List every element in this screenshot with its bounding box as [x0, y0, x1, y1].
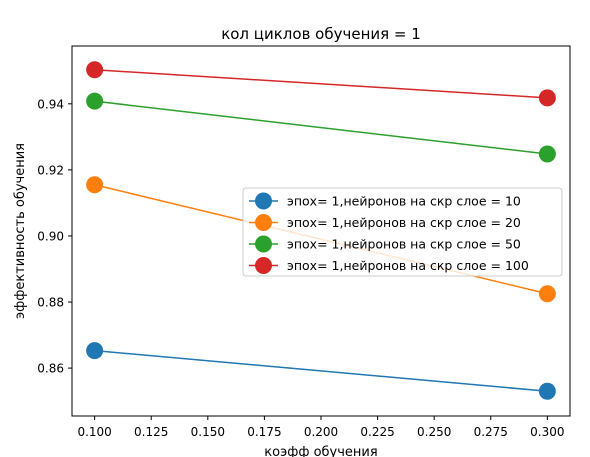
- legend-label-3: эпох= 1,нейронов на скр слое = 100: [287, 258, 529, 273]
- legend-label-0: эпох= 1,нейронов на скр слое = 10: [287, 194, 521, 209]
- legend-label-1: эпох= 1,нейронов на скр слое = 20: [287, 215, 521, 230]
- x-tick-label: 0.275: [474, 425, 508, 439]
- data-point-0-1: [538, 382, 556, 400]
- series-line-0: [94, 349, 548, 392]
- legend-marker-1: [255, 214, 272, 231]
- x-tick-label: 0.200: [304, 425, 338, 439]
- y-axis: 0.86 0.88 0.90 0.92 0.94: [37, 97, 72, 376]
- legend-marker-2: [255, 235, 272, 253]
- series-line-3: [94, 69, 548, 99]
- y-tick-label: 0.86: [37, 362, 64, 376]
- y-axis-label: эффективность обучения: [13, 143, 28, 319]
- data-point-1-0: [86, 176, 104, 194]
- x-tick-label: 0.300: [530, 425, 564, 439]
- legend-frame: [242, 187, 563, 277]
- legend-label-2: эпох= 1,нейронов на скр слое = 50: [287, 237, 521, 252]
- x-tick-label: 0.175: [247, 425, 281, 439]
- data-point-1-1: [538, 285, 556, 303]
- x-tick-label: 0.125: [134, 425, 168, 439]
- legend-marker-0: [255, 192, 272, 210]
- x-tick-label: 0.100: [77, 425, 111, 439]
- x-axis: 0.100 0.125 0.150 0.175 0.200 0.225 0.250 0.275…: [77, 416, 565, 439]
- y-tick-label: 0.92: [37, 163, 64, 177]
- data-point-2-0: [86, 92, 104, 110]
- legend-marker-3: [255, 257, 272, 274]
- series-line-2: [94, 100, 548, 155]
- legend: эпох= 1,нейронов на скр слое = 10 эпох= 1…: [242, 187, 563, 277]
- data-point-3-0: [86, 61, 104, 79]
- y-tick-label: 0.94: [37, 97, 64, 111]
- y-tick-label: 0.88: [37, 296, 64, 310]
- x-tick-label: 0.150: [191, 425, 225, 439]
- chart-title: кол циклов обучения = 1: [221, 25, 421, 43]
- y-tick-label: 0.90: [37, 229, 64, 243]
- data-point-3-1: [538, 89, 556, 107]
- data-point-2-1: [538, 145, 556, 163]
- x-tick-label: 0.250: [417, 425, 451, 439]
- x-tick-label: 0.225: [360, 425, 394, 439]
- data-point-0-0: [86, 342, 104, 360]
- x-axis-label: коэфф обучения: [264, 445, 377, 457]
